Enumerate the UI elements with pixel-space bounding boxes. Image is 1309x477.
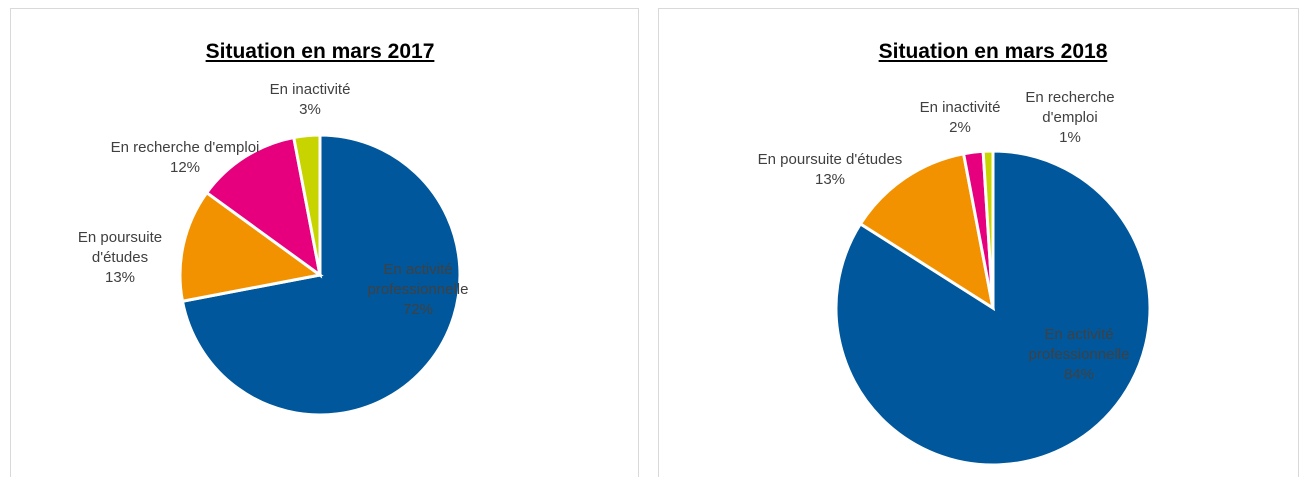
slice-label: En poursuite d'études 13% bbox=[65, 228, 175, 288]
slice-label: En recherche d'emploi 12% bbox=[85, 138, 285, 178]
category-label: En recherche d'emploi bbox=[110, 139, 260, 156]
slice-label: En activité professionnelle 72% bbox=[353, 260, 483, 320]
category-label: En activité professionnelle bbox=[1028, 326, 1130, 363]
chart-panel bbox=[658, 8, 1299, 477]
pie-slice bbox=[981, 149, 995, 309]
value-label: 3% bbox=[299, 101, 321, 118]
slice-label: En activité professionnelle 84% bbox=[1014, 325, 1144, 385]
value-label: 2% bbox=[949, 119, 971, 136]
category-label: En poursuite d'études bbox=[77, 229, 163, 266]
slice-label: En poursuite d'études 13% bbox=[735, 150, 925, 190]
pie-slice bbox=[292, 133, 322, 276]
pie-slice bbox=[178, 190, 324, 303]
category-label: En inactivité bbox=[269, 81, 351, 98]
category-label: En inactivité bbox=[919, 99, 1001, 116]
category-label: En poursuite d'études bbox=[757, 151, 903, 168]
value-label: 72% bbox=[402, 301, 434, 318]
slice-label: En inactivité 2% bbox=[910, 98, 1010, 138]
chart-panel bbox=[10, 8, 639, 477]
value-label: 84% bbox=[1063, 366, 1095, 383]
value-label: 1% bbox=[1059, 129, 1081, 146]
value-label: 13% bbox=[814, 171, 846, 188]
slice-label: En recherche d'emploi 1% bbox=[1020, 88, 1120, 148]
slice-label: En inactivité 3% bbox=[250, 80, 370, 120]
value-label: 13% bbox=[104, 269, 136, 286]
value-label: 12% bbox=[169, 159, 201, 176]
category-label: En recherche d'emploi bbox=[1025, 89, 1115, 126]
pie-slice bbox=[858, 152, 996, 312]
chart-title: Situation en mars 2017 bbox=[205, 40, 435, 63]
category-label: En activité professionnelle bbox=[367, 261, 469, 298]
chart-title: Situation en mars 2018 bbox=[878, 40, 1108, 63]
pie-slice bbox=[204, 135, 323, 279]
